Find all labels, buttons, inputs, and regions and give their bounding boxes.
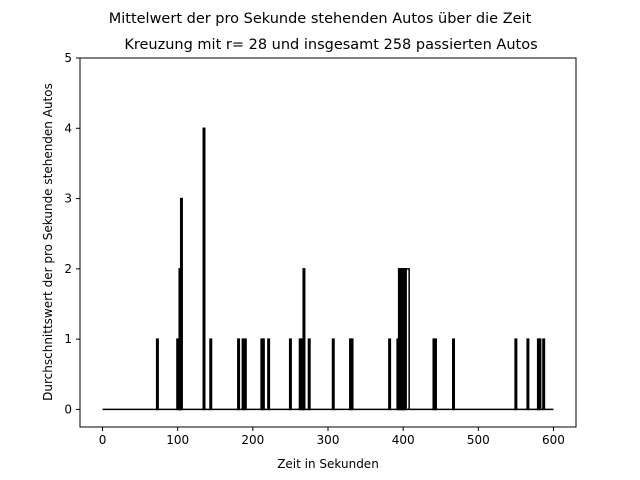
data-pulse <box>298 338 302 411</box>
plot-frame <box>79 57 577 428</box>
data-pulse <box>241 338 245 411</box>
data-pulse <box>542 338 546 411</box>
y-axis: 0 1 2 3 4 5 <box>64 51 80 416</box>
data-pulse <box>155 338 159 411</box>
data-pulse <box>350 338 354 411</box>
x-tick-label: 600 <box>542 433 565 447</box>
data-pulse <box>452 338 456 411</box>
y-tick-label: 5 <box>64 51 72 65</box>
data-pulse <box>514 338 518 411</box>
x-tick-label: 0 <box>99 433 107 447</box>
data-pulse <box>403 268 407 411</box>
y-axis-label: Durchschnittswert der pro Sekunde stehen… <box>41 83 55 401</box>
data-pulse <box>307 338 311 411</box>
x-axis-label: Zeit in Sekunden <box>277 457 379 471</box>
x-tick-label: 300 <box>317 433 340 447</box>
data-pulse <box>202 127 206 411</box>
data-pulse <box>288 338 292 411</box>
data-pulse <box>331 338 335 411</box>
y-tick-label: 3 <box>64 192 72 206</box>
plot-area <box>79 57 577 428</box>
x-tick-label: 500 <box>467 433 490 447</box>
y-tick-label: 0 <box>64 402 72 416</box>
data-pulse <box>267 338 271 411</box>
data-pulse <box>388 338 392 411</box>
x-axis: 0 100 200 300 400 500 600 <box>99 427 565 447</box>
data-pulse <box>526 338 530 411</box>
data-plateau <box>403 268 410 410</box>
y-tick-label: 4 <box>64 121 72 135</box>
series-group <box>102 127 554 411</box>
data-pulse <box>209 338 213 411</box>
data-pulse <box>243 338 247 411</box>
data-pulse <box>261 338 265 411</box>
y-tick-label: 2 <box>64 262 72 276</box>
data-pulse <box>538 338 542 411</box>
x-tick-label: 200 <box>241 433 264 447</box>
chart-title: Mittelwert der pro Sekunde stehenden Aut… <box>109 11 532 27</box>
data-pulse <box>179 197 183 411</box>
data-pulse <box>302 268 306 411</box>
x-tick-label: 400 <box>392 433 415 447</box>
x-tick-label: 100 <box>166 433 189 447</box>
chart-subtitle: Kreuzung mit r= 28 und insgesamt 258 pas… <box>124 37 537 53</box>
y-tick-label: 1 <box>64 332 72 346</box>
data-pulse <box>433 338 437 411</box>
data-pulse <box>237 338 241 411</box>
